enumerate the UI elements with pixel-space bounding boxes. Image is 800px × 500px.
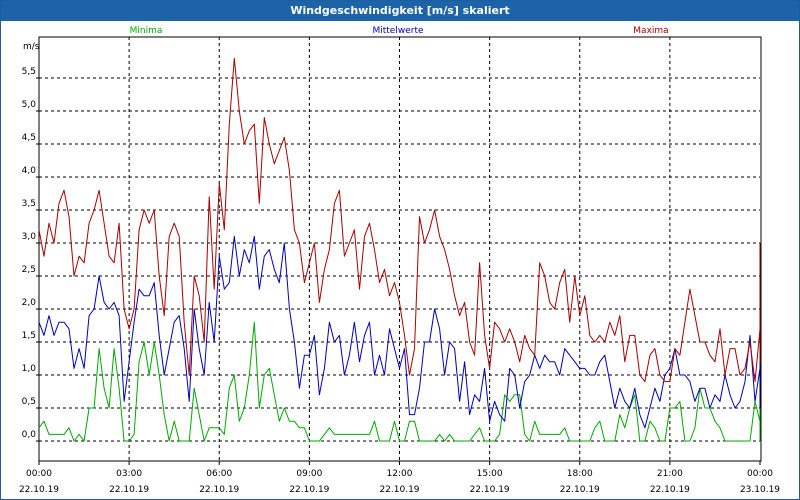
x-tick-time: 21:00	[657, 469, 683, 479]
y-tick-label: 0,0	[22, 430, 37, 440]
y-axis: 0,0 0,5 1,0 1,5 2,0 2,5 3,0 3,5 4,0 4,5 5,0 5,5	[22, 67, 39, 442]
y-tick-label: 5,5	[22, 67, 36, 77]
x-tick-time: 06:00	[206, 469, 232, 479]
y-tick-label: 1,5	[22, 331, 36, 341]
series-line-minima	[38, 321, 761, 442]
legend-entry-mittelwerte: Mittelwerte	[372, 26, 423, 36]
x-tick-date: 22.10.19	[470, 485, 510, 495]
x-axis: 00:00 22.10.19 03:00 22.10.19 06:00 22.10.19 0…	[19, 461, 780, 495]
x-tick-time: 03:00	[116, 469, 142, 479]
x-tick-date: 22.10.19	[650, 485, 690, 495]
series-line-mittelwerte	[38, 235, 761, 429]
x-tick-date: 23.10.19	[740, 485, 780, 495]
x-tick-date: 22.10.19	[109, 485, 149, 495]
y-tick-label: 4,0	[22, 166, 37, 176]
series-lines	[38, 57, 761, 442]
y-tick-label: 1,0	[22, 364, 37, 374]
x-tick-date: 22.10.19	[199, 485, 239, 495]
y-tick-label: 5,0	[22, 100, 37, 110]
y-tick-label: 2,0	[22, 298, 37, 308]
y-tick-label: 0,5	[22, 397, 36, 407]
y-axis-label: m/s	[23, 42, 40, 52]
x-tick-date: 22.10.19	[379, 485, 419, 495]
legend-entry-maxima: Maxima	[633, 26, 668, 36]
x-tick-time: 00:00	[747, 469, 773, 479]
x-tick-time: 18:00	[567, 469, 593, 479]
x-tick-time: 12:00	[387, 469, 413, 479]
y-tick-label: 4,5	[22, 133, 36, 143]
grid-lines	[39, 37, 760, 461]
y-tick-label: 2,5	[22, 265, 36, 275]
x-tick-date: 22.10.19	[19, 485, 59, 495]
window-title: Windgeschwindigkeit [m/s] skaliert	[1, 1, 799, 21]
y-tick-label: 3,5	[22, 199, 36, 209]
y-tick-label: 3,0	[22, 232, 37, 242]
x-tick-date: 22.10.19	[560, 485, 600, 495]
x-tick-date: 22.10.19	[289, 485, 329, 495]
legend-entry-minima: Minima	[130, 26, 163, 36]
x-tick-time: 00:00	[26, 469, 52, 479]
x-tick-time: 15:00	[477, 469, 503, 479]
series-line-maxima	[38, 57, 761, 383]
legend: Minima Mittelwerte Maxima	[130, 26, 669, 36]
x-tick-time: 09:00	[296, 469, 322, 479]
